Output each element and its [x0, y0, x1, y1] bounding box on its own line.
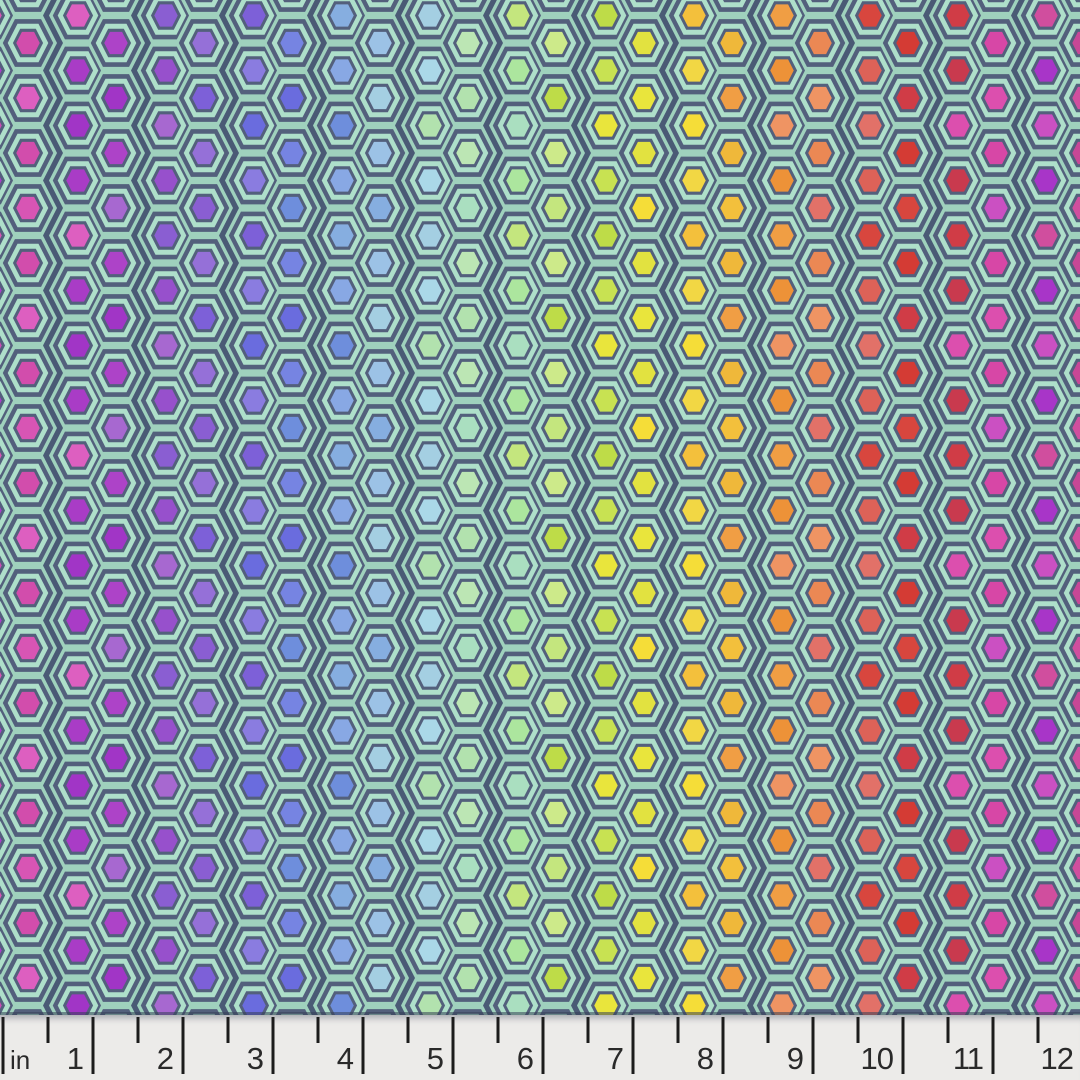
- fabric-edge-shadow: [0, 1012, 1080, 1015]
- ruler-number-7: 7: [606, 1041, 624, 1076]
- ruler-number-3: 3: [246, 1041, 264, 1076]
- ruler-number-11: 11: [952, 1041, 984, 1076]
- ruler-number-5: 5: [426, 1041, 444, 1076]
- ruler-number-2: 2: [156, 1041, 174, 1076]
- ruler-number-1: 1: [66, 1041, 84, 1076]
- ruler-ticks: [1, 1017, 1040, 1074]
- ruler-unit-label: in: [10, 1045, 31, 1075]
- ruler-number-8: 8: [696, 1041, 714, 1076]
- ruler-number-4: 4: [336, 1041, 354, 1076]
- hexagon-fabric-pattern: [0, 0, 1080, 1015]
- ruler-number-6: 6: [516, 1041, 534, 1076]
- ruler-number-10: 10: [860, 1041, 894, 1076]
- ruler-number-9: 9: [786, 1041, 804, 1076]
- inch-ruler: in 1 2 3 4 5 6 7 8 9 10 11 12: [0, 1015, 1080, 1080]
- ruler-number-12: 12: [1040, 1041, 1074, 1076]
